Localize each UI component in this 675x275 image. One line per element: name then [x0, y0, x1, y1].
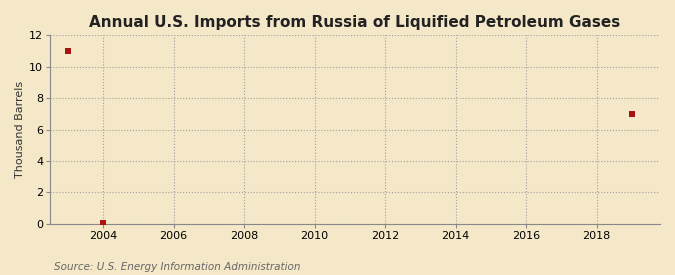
Point	[626, 112, 637, 116]
Point	[63, 49, 74, 53]
Y-axis label: Thousand Barrels: Thousand Barrels	[15, 81, 25, 178]
Text: Source: U.S. Energy Information Administration: Source: U.S. Energy Information Administ…	[54, 262, 300, 272]
Point	[98, 221, 109, 225]
Title: Annual U.S. Imports from Russia of Liquified Petroleum Gases: Annual U.S. Imports from Russia of Liqui…	[90, 15, 621, 30]
